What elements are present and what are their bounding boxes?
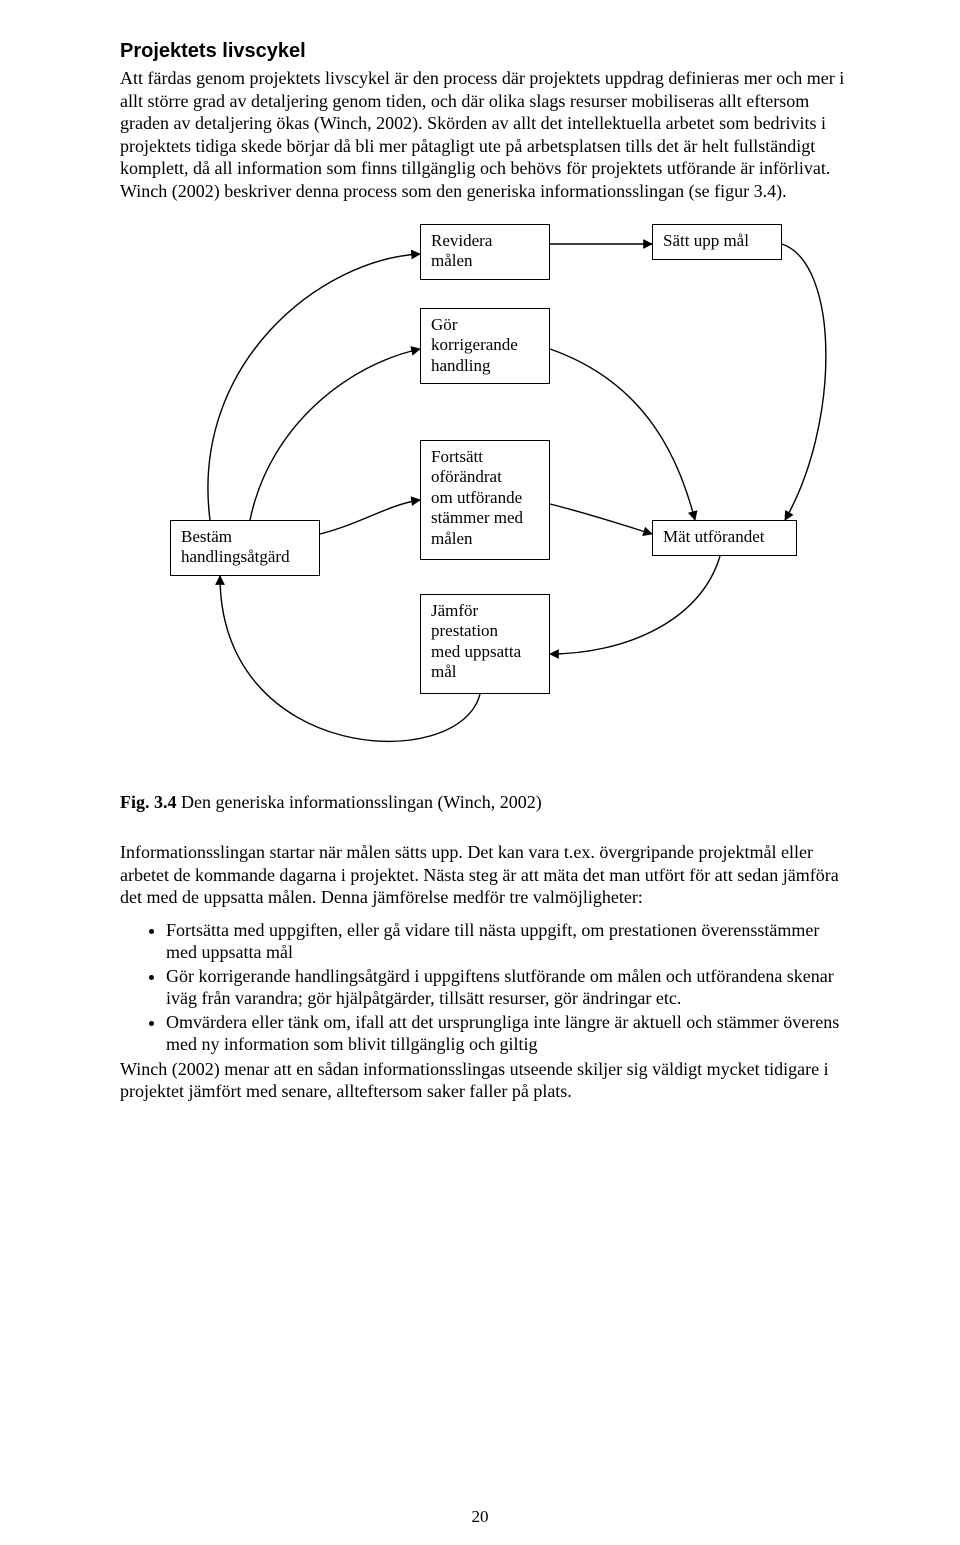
list-item: Gör korrigerande handlingsåtgärd i uppgi… [166, 965, 850, 1010]
flow-diagram: Revidera målen Sätt upp mål Gör korriger… [120, 224, 840, 784]
paragraph-2b: Winch (2002) menar att en sådan informat… [120, 1058, 850, 1103]
list-item: Fortsätta med uppgiften, eller gå vidare… [166, 919, 850, 964]
box-jamfor: Jämför prestation med uppsatta mål [420, 594, 550, 694]
box-gor: Gör korrigerande handling [420, 308, 550, 384]
section-heading: Projektets livscykel [120, 40, 850, 63]
box-mat: Mät utförandet [652, 520, 797, 556]
page-number: 20 [0, 1507, 960, 1527]
figure-caption: Fig. 3.4 Den generiska informationssling… [120, 792, 850, 813]
box-fortsatt: Fortsätt oförändrat om utförande stämmer… [420, 440, 550, 560]
box-revidera: Revidera målen [420, 224, 550, 280]
list-item: Omvärdera eller tänk om, ifall att det u… [166, 1011, 850, 1056]
paragraph-2a: Informationsslingan startar när målen sä… [120, 841, 850, 909]
box-sattupp: Sätt upp mål [652, 224, 782, 260]
box-bestam: Bestäm handlingsåtgärd [170, 520, 320, 576]
caption-text: Den generiska informationsslingan (Winch… [177, 792, 542, 812]
intro-paragraph: Att färdas genom projektets livscykel är… [120, 67, 850, 202]
caption-number: Fig. 3.4 [120, 792, 177, 812]
bullet-list: Fortsätta med uppgiften, eller gå vidare… [120, 919, 850, 1056]
